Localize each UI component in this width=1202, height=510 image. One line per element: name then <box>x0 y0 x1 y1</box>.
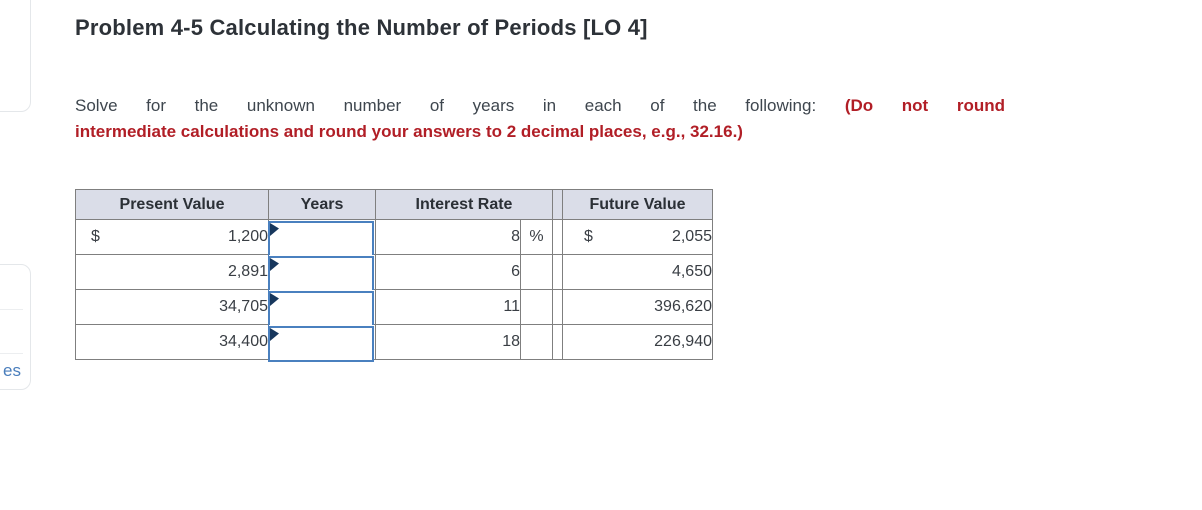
col-header-future-value: Future Value <box>562 189 713 220</box>
future-value: 4,650 <box>671 263 712 280</box>
future-value-cell: 4,650 <box>562 254 713 290</box>
percent-sign-cell <box>520 254 553 290</box>
column-spacer <box>552 289 563 325</box>
left-rail-card-top <box>0 0 31 112</box>
col-header-years: Years <box>268 189 376 220</box>
table-header-row: Present Value Years Interest Rate Future… <box>75 189 713 220</box>
instruction-paragraph: Solve for the unknown number of years in… <box>75 93 1005 145</box>
years-cell <box>268 254 376 292</box>
percent-sign-cell <box>520 289 553 325</box>
years-cell <box>268 324 376 362</box>
column-spacer <box>552 219 563 255</box>
future-value-cell: 226,940 <box>562 324 713 360</box>
answer-flag-icon <box>270 258 279 271</box>
instruction-red-text-2: intermediate calculations and round your… <box>75 122 743 141</box>
future-value: 2,055 <box>671 228 712 245</box>
years-input[interactable] <box>268 256 374 292</box>
interest-rate-cell: 11 <box>375 289 521 325</box>
percent-sign-cell: % <box>520 219 553 255</box>
left-rail-card-bottom: es <box>0 264 31 390</box>
column-spacer <box>552 254 563 290</box>
present-value: 1,200 <box>227 228 268 245</box>
interest-rate-cell: 6 <box>375 254 521 290</box>
column-spacer <box>552 189 563 220</box>
present-value: 2,891 <box>227 263 268 280</box>
problem-title: Problem 4-5 Calculating the Number of Pe… <box>75 15 648 40</box>
answer-flag-icon <box>270 328 279 341</box>
answer-flag-icon <box>270 293 279 306</box>
present-value-cell: $1,200 <box>75 219 269 255</box>
table-row: $1,200 8 % $2,055 <box>75 219 713 257</box>
answer-flag-icon <box>270 223 279 236</box>
present-value-cell: 34,400 <box>75 324 269 360</box>
instruction-red-text-1: (Do not round <box>844 96 1006 115</box>
rail-divider <box>0 309 23 310</box>
years-input[interactable] <box>268 291 374 327</box>
future-value-cell: 396,620 <box>562 289 713 325</box>
dollar-sign: $ <box>91 228 100 245</box>
years-input[interactable] <box>268 326 374 362</box>
references-link-truncated[interactable]: es <box>3 361 21 380</box>
instruction-line-1: Solve for the unknown number of years in… <box>75 93 1005 119</box>
percent-sign-cell <box>520 324 553 360</box>
future-value-cell: $2,055 <box>562 219 713 255</box>
column-spacer <box>552 324 563 360</box>
instruction-normal-text: Solve for the unknown number of years in… <box>75 96 845 115</box>
table-row: 2,891 6 4,650 <box>75 254 713 292</box>
col-header-interest-rate: Interest Rate <box>375 189 553 220</box>
table-row: 34,705 11 396,620 <box>75 289 713 327</box>
years-cell <box>268 289 376 327</box>
future-value: 396,620 <box>654 298 712 315</box>
present-value: 34,400 <box>219 333 268 350</box>
problem-table: Present Value Years Interest Rate Future… <box>75 189 713 362</box>
present-value-cell: 2,891 <box>75 254 269 290</box>
table-row: 34,400 18 226,940 <box>75 324 713 362</box>
dollar-sign: $ <box>584 228 593 245</box>
years-cell <box>268 219 376 257</box>
future-value: 226,940 <box>654 333 712 350</box>
present-value: 34,705 <box>219 298 268 315</box>
years-input[interactable] <box>268 221 374 257</box>
present-value-cell: 34,705 <box>75 289 269 325</box>
interest-rate-cell: 8 <box>375 219 521 255</box>
interest-rate-cell: 18 <box>375 324 521 360</box>
rail-divider <box>0 353 23 354</box>
col-header-present-value: Present Value <box>75 189 269 220</box>
